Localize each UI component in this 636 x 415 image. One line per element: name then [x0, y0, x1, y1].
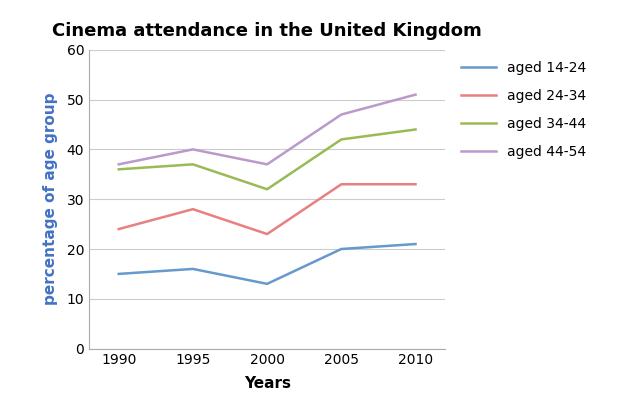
aged 44-54 — [263, 162, 271, 167]
aged 14-24 — [189, 266, 197, 271]
Line: aged 44-54: aged 44-54 — [119, 95, 415, 164]
aged 24-34 — [263, 232, 271, 237]
aged 24-34 — [338, 182, 345, 187]
X-axis label: Years: Years — [244, 376, 291, 391]
aged 14-24 — [338, 247, 345, 251]
Line: aged 14-24: aged 14-24 — [119, 244, 415, 284]
aged 14-24 — [263, 281, 271, 286]
aged 34-44 — [263, 187, 271, 192]
aged 44-54 — [338, 112, 345, 117]
aged 24-34 — [189, 207, 197, 212]
aged 44-54 — [189, 147, 197, 152]
aged 34-44 — [115, 167, 123, 172]
aged 44-54 — [115, 162, 123, 167]
aged 34-44 — [189, 162, 197, 167]
Y-axis label: percentage of age group: percentage of age group — [43, 93, 59, 305]
Title: Cinema attendance in the United Kingdom: Cinema attendance in the United Kingdom — [52, 22, 482, 40]
aged 34-44 — [411, 127, 419, 132]
aged 34-44 — [338, 137, 345, 142]
aged 44-54 — [411, 92, 419, 97]
Line: aged 34-44: aged 34-44 — [119, 129, 415, 189]
aged 14-24 — [115, 271, 123, 276]
Line: aged 24-34: aged 24-34 — [119, 184, 415, 234]
Legend: aged 14-24, aged 24-34, aged 34-44, aged 44-54: aged 14-24, aged 24-34, aged 34-44, aged… — [456, 56, 592, 165]
aged 24-34 — [115, 227, 123, 232]
aged 24-34 — [411, 182, 419, 187]
aged 14-24 — [411, 242, 419, 247]
